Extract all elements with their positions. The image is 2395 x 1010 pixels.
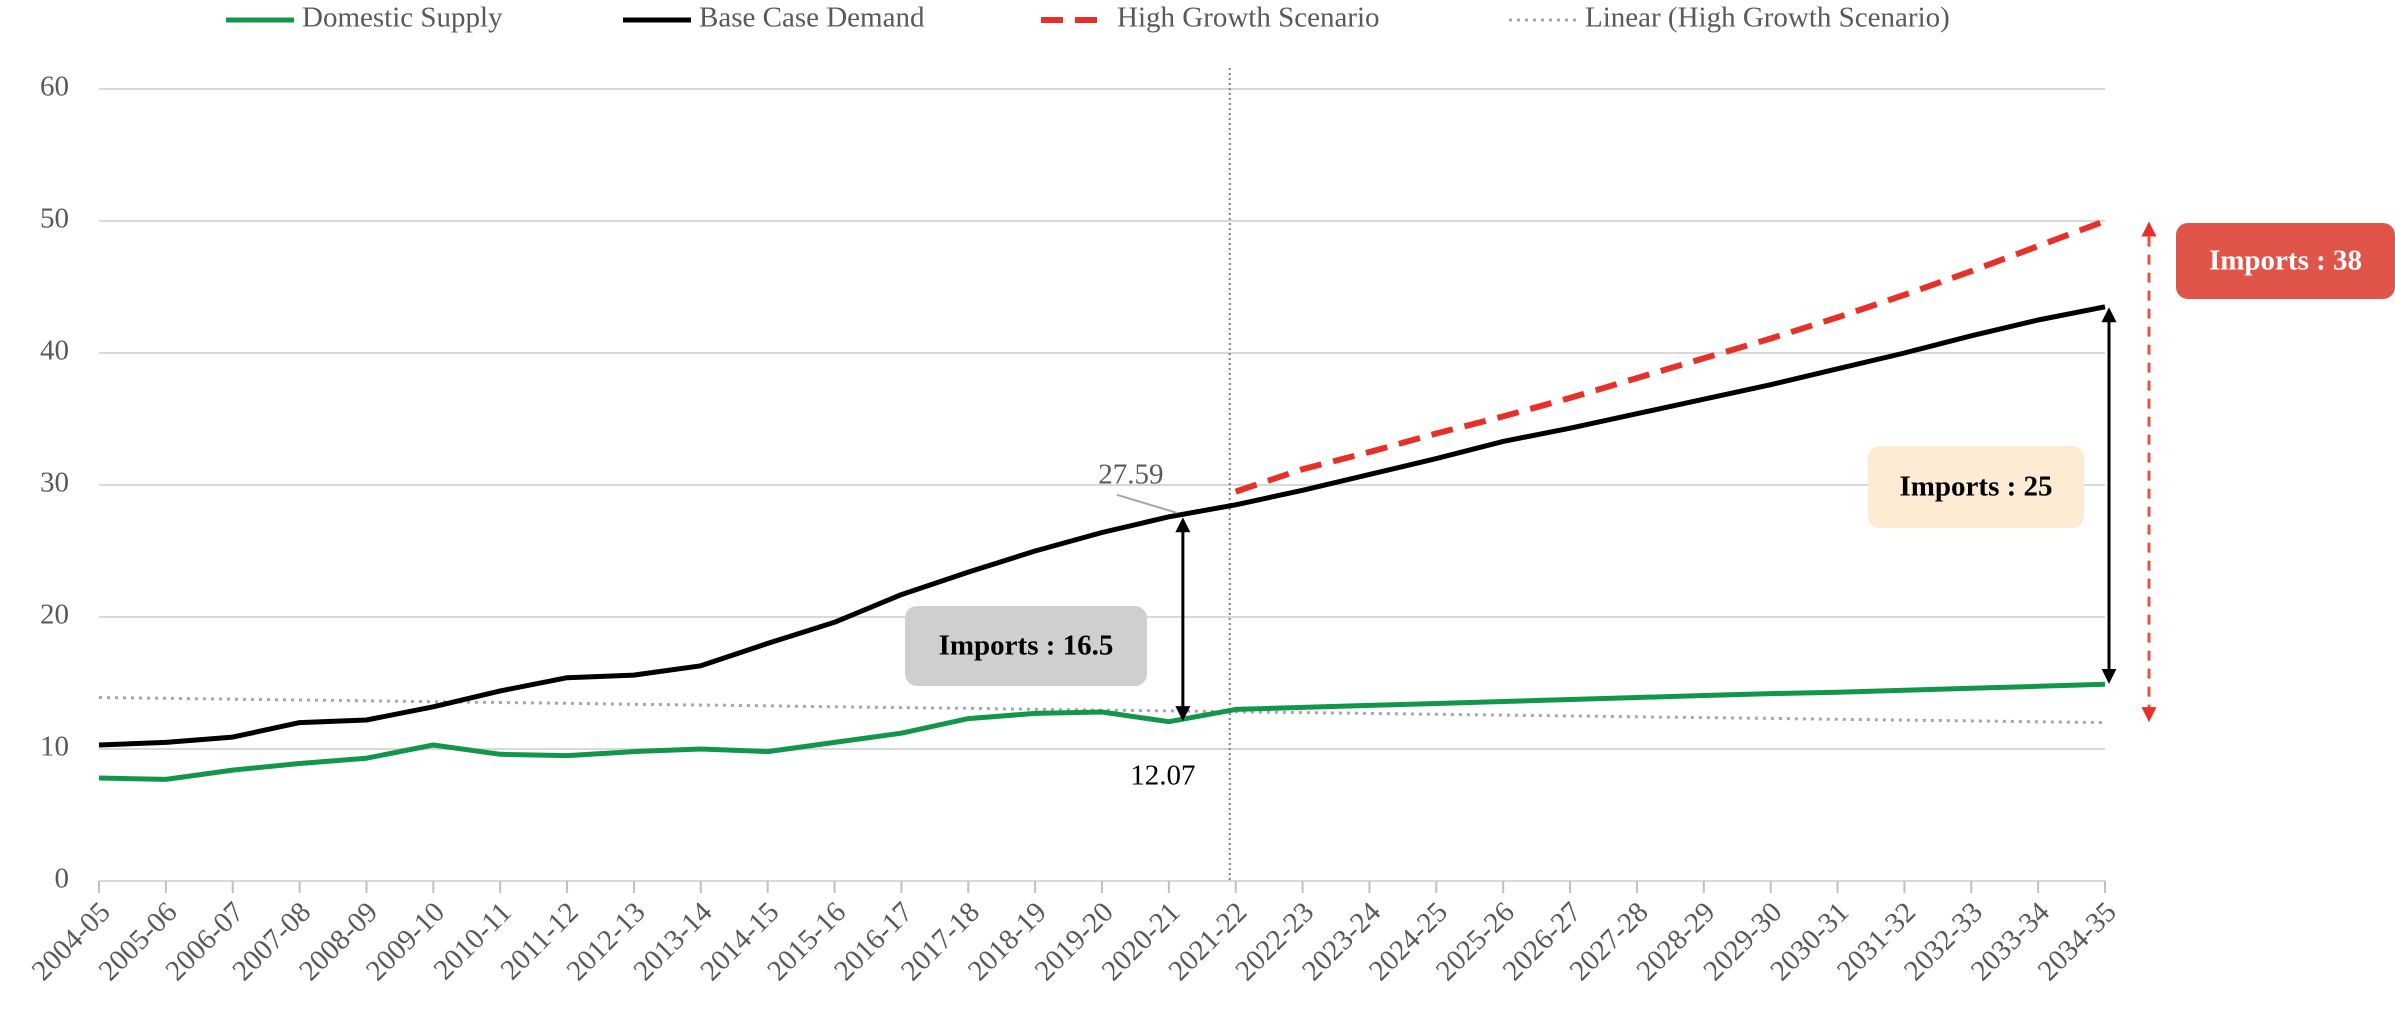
data-label: 12.07	[1130, 759, 1195, 791]
annotation-box	[905, 606, 1147, 686]
y-tick-label: 20	[40, 599, 69, 631]
legend-label: Linear (High Growth Scenario)	[1585, 2, 1950, 34]
legend-label: Domestic Supply	[302, 2, 503, 34]
annotation-box	[1868, 446, 2084, 528]
annotation-box	[2176, 223, 2395, 299]
y-tick-label: 50	[40, 203, 69, 235]
annotation-label: Imports : 25	[1899, 471, 2052, 503]
legend-label: Base Case Demand	[699, 2, 925, 34]
y-tick-label: 0	[55, 863, 70, 895]
data-label: 27.59	[1098, 458, 1163, 490]
legend-label: High Growth Scenario	[1117, 2, 1380, 34]
annotation-label: Imports : 38	[2209, 245, 2362, 277]
series-line	[98, 304, 2106, 748]
y-tick-label: 60	[40, 71, 69, 103]
series-line	[98, 681, 2106, 782]
series-line	[1234, 218, 2107, 495]
y-tick-label: 40	[40, 335, 69, 367]
y-tick-label: 10	[40, 731, 69, 763]
annotation-label: Imports : 16.5	[939, 630, 1114, 662]
leader-line	[1116, 493, 1178, 514]
y-tick-label: 30	[40, 467, 69, 499]
